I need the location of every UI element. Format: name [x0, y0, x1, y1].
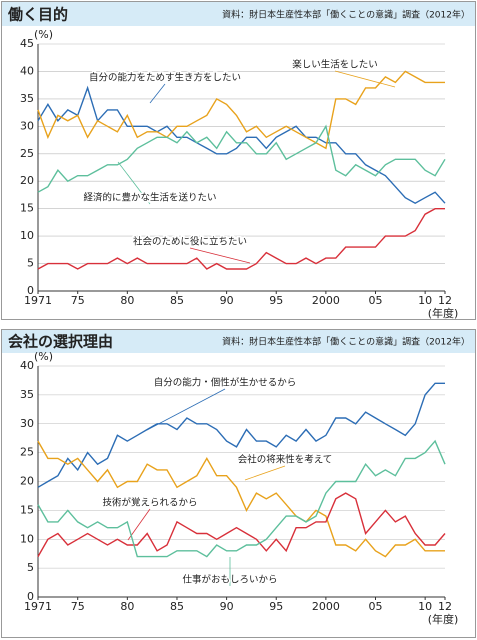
series-label: 社会のために役に立ちたい	[133, 236, 247, 248]
y-axis-label: (%)	[34, 350, 53, 363]
series-label: 仕事がおもしろいから	[182, 574, 277, 586]
y-tick-label: 30	[20, 417, 34, 430]
title-bar	[2, 2, 475, 26]
x-tick-label: 12	[438, 294, 452, 307]
y-tick-label: 15	[20, 503, 34, 516]
x-tick-label: 12	[438, 600, 452, 613]
chart-title: 会社の選択理由	[8, 333, 113, 351]
y-tick-label: 35	[20, 388, 34, 401]
y-tick-label: 45	[20, 37, 34, 50]
x-tick-label: 1971	[24, 294, 52, 307]
y-tick-label: 10	[20, 229, 34, 242]
x-tick-label: 2000	[312, 600, 340, 613]
source: 資料：財日本生産性本部「働くことの意識」調査（2012年）	[222, 336, 470, 348]
x-tick-label: 1971	[24, 600, 52, 613]
x-tick-label: 80	[120, 294, 134, 307]
series-label: 楽しい生活をしたい	[292, 59, 378, 71]
label-leader	[117, 161, 151, 205]
x-tick-label: 95	[269, 600, 283, 613]
x-tick-label: 95	[269, 294, 283, 307]
series-line	[37, 124, 446, 193]
title-bar	[2, 330, 475, 353]
y-tick-label: 0	[27, 590, 34, 603]
series-line	[37, 70, 445, 150]
x-tick-label: 05	[369, 294, 383, 307]
panel-frame	[1, 1, 476, 320]
series-label: 会社の将来性を考えて	[238, 454, 333, 466]
y-tick-label: 15	[20, 202, 34, 215]
y-tick-label: 30	[20, 119, 34, 132]
y-tick-label: 5	[27, 257, 34, 270]
series-label: 経済的に豊かな生活を送りたい	[83, 192, 216, 204]
y-tick-label: 25	[20, 446, 34, 459]
y-tick-label: 10	[20, 532, 34, 545]
y-tick-label: 20	[20, 174, 34, 187]
x-tick-label: 2000	[312, 294, 340, 307]
series-line	[37, 85, 446, 205]
label-leader	[334, 70, 396, 88]
series-label: 自分の能力をためす生き方をしたい	[89, 72, 241, 84]
label-leader	[146, 388, 226, 431]
x-axis-label: (年度)	[428, 612, 459, 626]
y-tick-label: 0	[27, 284, 34, 297]
series-line	[37, 208, 445, 270]
x-tick-label: 85	[170, 294, 184, 307]
x-tick-label: 10	[418, 294, 432, 307]
series-label: 自分の能力・個性が生かせるから	[154, 377, 297, 389]
x-tick-label: 85	[170, 600, 184, 613]
source: 資料：財日本生産性本部「働くことの意識」調査（2012年）	[222, 9, 470, 21]
x-tick-label: 90	[220, 600, 234, 613]
x-tick-label: 75	[71, 600, 85, 613]
series-line	[37, 440, 445, 558]
y-tick-label: 40	[20, 359, 34, 372]
label-leader	[244, 465, 286, 481]
x-tick-label: 90	[220, 294, 234, 307]
series-label: 技術が覚えられるから	[102, 497, 197, 509]
y-tick-label: 35	[20, 92, 34, 105]
series-line	[37, 439, 446, 558]
series-line	[37, 382, 445, 488]
x-tick-label: 05	[369, 600, 383, 613]
y-axis-label: (%)	[34, 28, 53, 41]
x-axis-label: (年度)	[428, 306, 459, 320]
x-tick-label: 80	[120, 600, 134, 613]
y-tick-label: 5	[27, 561, 34, 574]
chart-title: 働く目的	[7, 6, 68, 24]
x-tick-label: 75	[71, 294, 85, 307]
panel-frame	[1, 329, 476, 638]
series-line	[37, 492, 446, 557]
y-tick-label: 20	[20, 475, 34, 488]
label-leader	[189, 247, 251, 264]
y-tick-label: 40	[20, 64, 34, 77]
x-tick-label: 10	[418, 600, 432, 613]
y-tick-label: 25	[20, 147, 34, 160]
label-leader	[149, 83, 166, 104]
